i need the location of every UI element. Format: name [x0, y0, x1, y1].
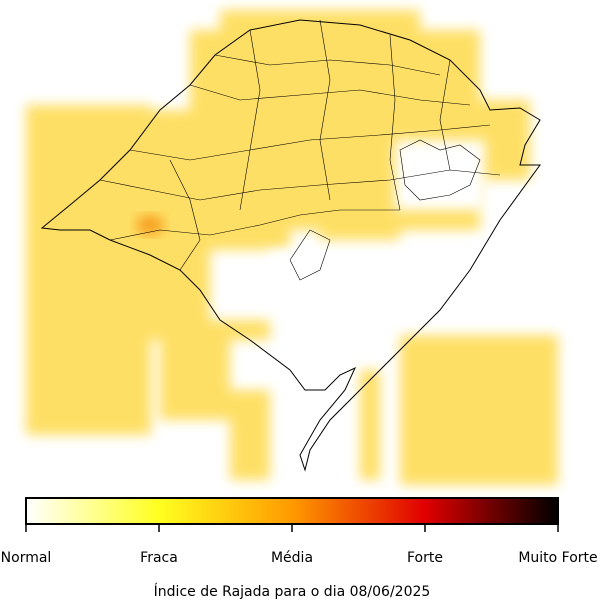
colorbar	[25, 497, 559, 525]
index-field	[26, 10, 558, 485]
colorbar-label: Fraca	[140, 550, 178, 566]
municipality-free-zone	[210, 140, 485, 320]
colorbar-label: Média	[271, 550, 313, 566]
colorbar-label: Muito Forte	[518, 550, 597, 566]
colorbar-label: Forte	[407, 550, 443, 566]
caption: Índice de Rajada para o dia 08/06/2025	[154, 583, 431, 600]
colorbar-ticks: Normal Fraca Média Forte Muito Forte	[1, 524, 598, 566]
municipality-borders	[99, 19, 501, 281]
state-outline	[40, 19, 541, 472]
hotspot	[136, 215, 164, 235]
colorbar-label: Normal	[1, 550, 52, 566]
